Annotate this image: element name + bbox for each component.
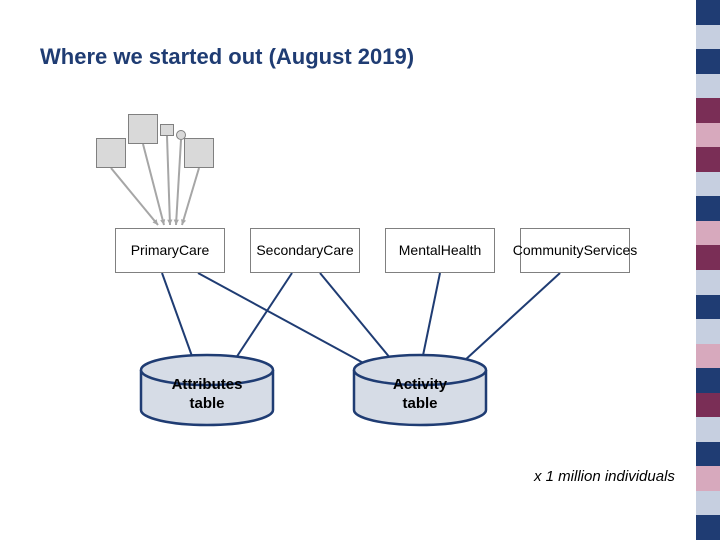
care-box-community: CommunityServices xyxy=(520,228,630,273)
sidebar-segment xyxy=(696,319,720,344)
sidebar-segment xyxy=(696,442,720,467)
sidebar-segment xyxy=(696,245,720,270)
footnote: x 1 million individuals xyxy=(534,468,675,485)
source-box-0 xyxy=(96,138,126,168)
care-box-label: Secondary xyxy=(256,242,323,259)
care-box-label: Health xyxy=(441,242,481,259)
sidebar-segment xyxy=(696,491,720,516)
sidebar-segment xyxy=(696,393,720,418)
sidebar-segment xyxy=(696,0,720,25)
sidebar-segment xyxy=(696,270,720,295)
care-box-primary: PrimaryCare xyxy=(115,228,225,273)
sidebar-segment xyxy=(696,25,720,50)
sidebar-segment xyxy=(696,368,720,393)
care-box-mental: MentalHealth xyxy=(385,228,495,273)
care-box-label: Primary xyxy=(131,242,179,259)
sidebar-segment xyxy=(696,98,720,123)
care-box-label: Care xyxy=(323,242,353,259)
decorative-sidebar xyxy=(696,0,720,540)
sidebar-segment xyxy=(696,123,720,148)
sidebar-segment xyxy=(696,221,720,246)
sidebar-segment xyxy=(696,515,720,540)
sidebar-segment xyxy=(696,344,720,369)
sidebar-segment xyxy=(696,74,720,99)
care-box-secondary: SecondaryCare xyxy=(250,228,360,273)
db-label-activity: Activitytable xyxy=(354,376,486,414)
sidebar-segment xyxy=(696,49,720,74)
page-title: Where we started out (August 2019) xyxy=(40,44,414,70)
source-box-2 xyxy=(160,124,174,136)
care-box-label: Services xyxy=(584,242,638,259)
db-label-attributes: Attributestable xyxy=(141,376,273,414)
care-box-label: Mental xyxy=(399,242,441,259)
sidebar-segment xyxy=(696,147,720,172)
care-box-label: Care xyxy=(179,242,209,259)
sidebar-segment xyxy=(696,295,720,320)
sidebar-segment xyxy=(696,417,720,442)
source-box-4 xyxy=(184,138,214,168)
sidebar-segment xyxy=(696,172,720,197)
sidebar-segment xyxy=(696,466,720,491)
sidebar-segment xyxy=(696,196,720,221)
care-box-label: Community xyxy=(513,242,584,259)
source-box-1 xyxy=(128,114,158,144)
